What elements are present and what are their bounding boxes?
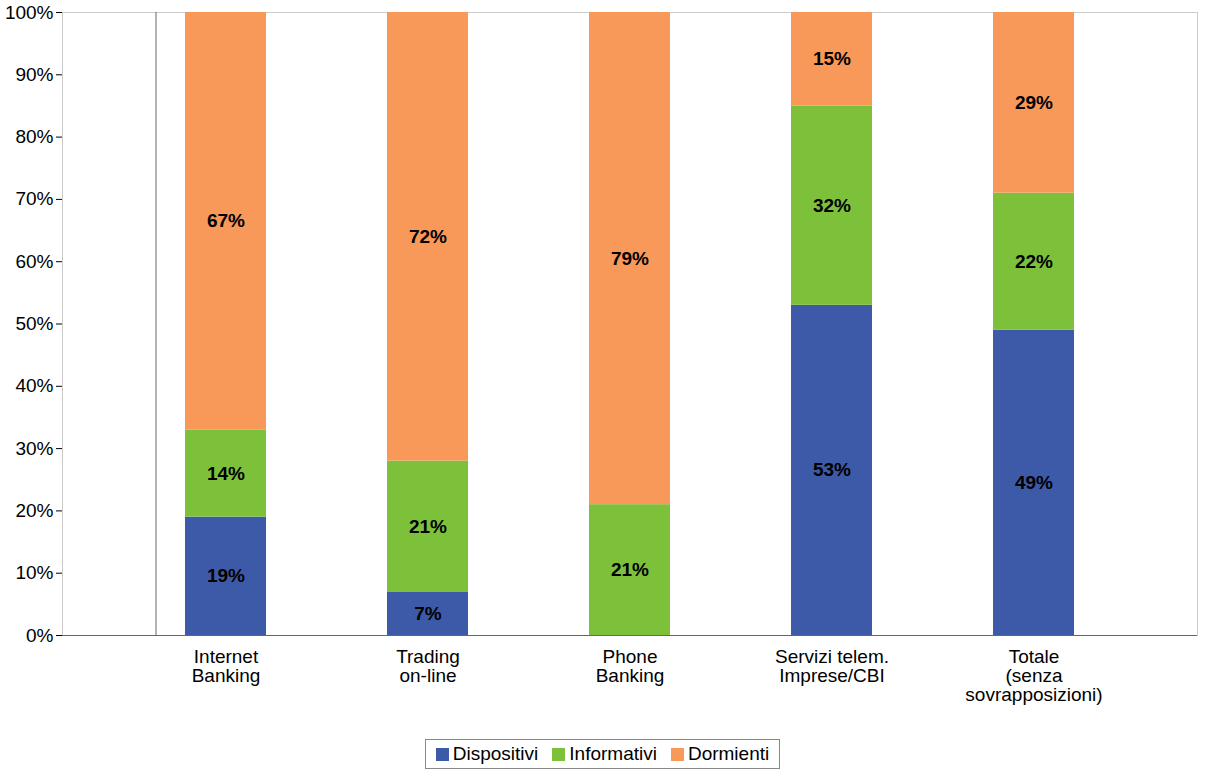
- svg-text:21%: 21%: [611, 559, 649, 580]
- svg-text:29%: 29%: [1015, 92, 1053, 113]
- svg-text:7%: 7%: [414, 603, 442, 624]
- svg-text:32%: 32%: [813, 195, 851, 216]
- svg-text:79%: 79%: [611, 248, 649, 269]
- svg-text:22%: 22%: [1015, 251, 1053, 272]
- svg-text:49%: 49%: [1015, 472, 1053, 493]
- svg-text:0%: 0%: [26, 625, 54, 646]
- svg-text:Servizi telem.Imprese/CBI: Servizi telem.Imprese/CBI: [775, 646, 889, 686]
- html-text:Dormienti: Dormienti: [687, 743, 770, 764]
- svg-text:InternetBanking: InternetBanking: [192, 646, 261, 686]
- svg-text:14%: 14%: [207, 463, 245, 484]
- svg-text:90%: 90%: [15, 64, 53, 85]
- svg-text:72%: 72%: [409, 226, 447, 247]
- svg-text:100%: 100%: [5, 2, 54, 23]
- svg-text:70%: 70%: [15, 188, 53, 209]
- svg-text:40%: 40%: [15, 375, 53, 396]
- svg-text:19%: 19%: [207, 565, 245, 586]
- svg-text:Tradingon-line: Tradingon-line: [396, 646, 460, 686]
- svg-text:80%: 80%: [15, 126, 53, 147]
- svg-text:60%: 60%: [15, 251, 53, 272]
- html-text:Informativi: Informativi: [569, 743, 657, 764]
- svg-text:30%: 30%: [15, 438, 53, 459]
- svg-text:PhoneBanking: PhoneBanking: [596, 646, 665, 686]
- svg-text:21%: 21%: [409, 516, 447, 537]
- svg-text:15%: 15%: [813, 48, 851, 69]
- svg-text:53%: 53%: [813, 459, 851, 480]
- svg-text:50%: 50%: [15, 313, 53, 334]
- html-text:Dispositivi: Dispositivi: [452, 743, 539, 764]
- svg-text:20%: 20%: [15, 500, 53, 521]
- svg-text:67%: 67%: [207, 210, 245, 231]
- svg-text:10%: 10%: [15, 562, 53, 583]
- svg-text:Totale(senzasovrapposizioni): Totale(senzasovrapposizioni): [965, 646, 1102, 705]
